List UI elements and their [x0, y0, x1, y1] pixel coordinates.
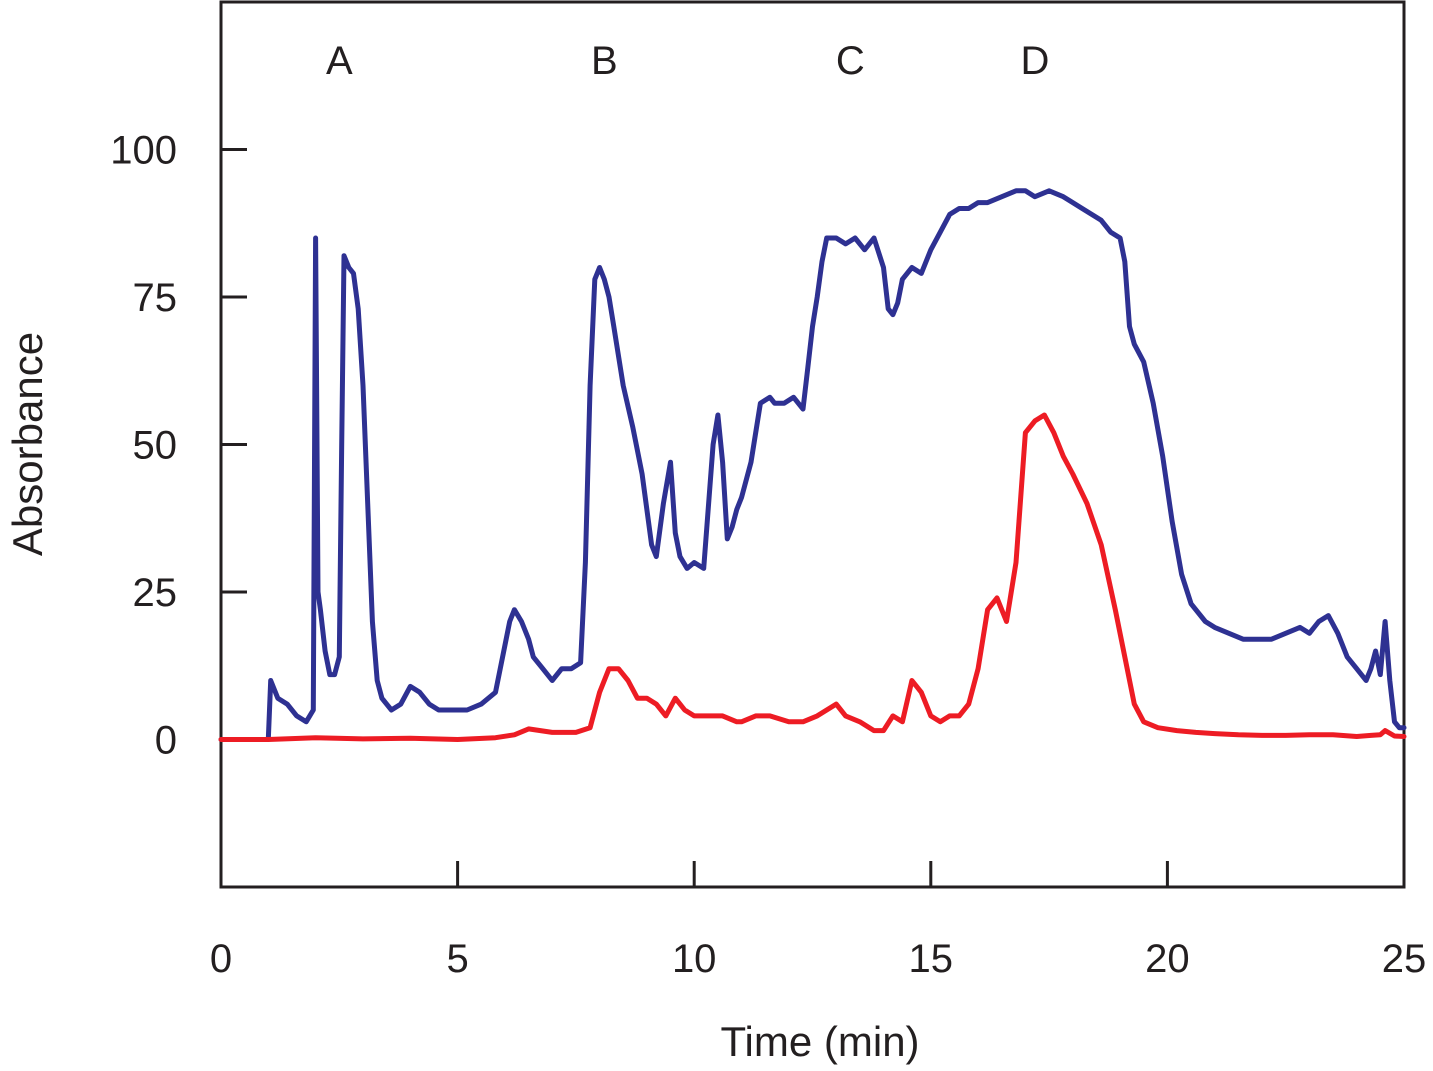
- x-tick-label: 5: [446, 937, 468, 981]
- y-tick-label: 0: [155, 719, 177, 763]
- x-tick-label: 0: [210, 937, 232, 981]
- region-label-a: A: [326, 39, 353, 83]
- axis-tick-labels: 0 5 10 15 20 25 0 25 50 75 100: [110, 129, 1426, 982]
- data-series: [218, 188, 1407, 742]
- y-tick-label: 25: [133, 571, 178, 615]
- plot-frame: [219, 0, 1406, 889]
- region-labels: A B C D: [326, 39, 1049, 83]
- x-tick-label: 15: [909, 937, 954, 981]
- y-tick-label: 100: [110, 129, 177, 173]
- axis-ticks: [221, 148, 1169, 887]
- region-label-d: D: [1020, 39, 1049, 83]
- x-axis-title: Time (min): [720, 1018, 919, 1065]
- red-trace-line: [218, 412, 1407, 742]
- y-axis-title: Absorbance: [4, 332, 51, 556]
- blue-trace-line: [218, 188, 1407, 742]
- region-label-c: C: [836, 39, 865, 83]
- x-tick-label: 25: [1382, 937, 1427, 981]
- region-label-b: B: [591, 39, 618, 83]
- x-tick-label: 10: [672, 937, 717, 981]
- x-tick-label: 20: [1145, 937, 1190, 981]
- y-tick-label: 50: [133, 424, 178, 468]
- y-tick-label: 75: [133, 276, 178, 320]
